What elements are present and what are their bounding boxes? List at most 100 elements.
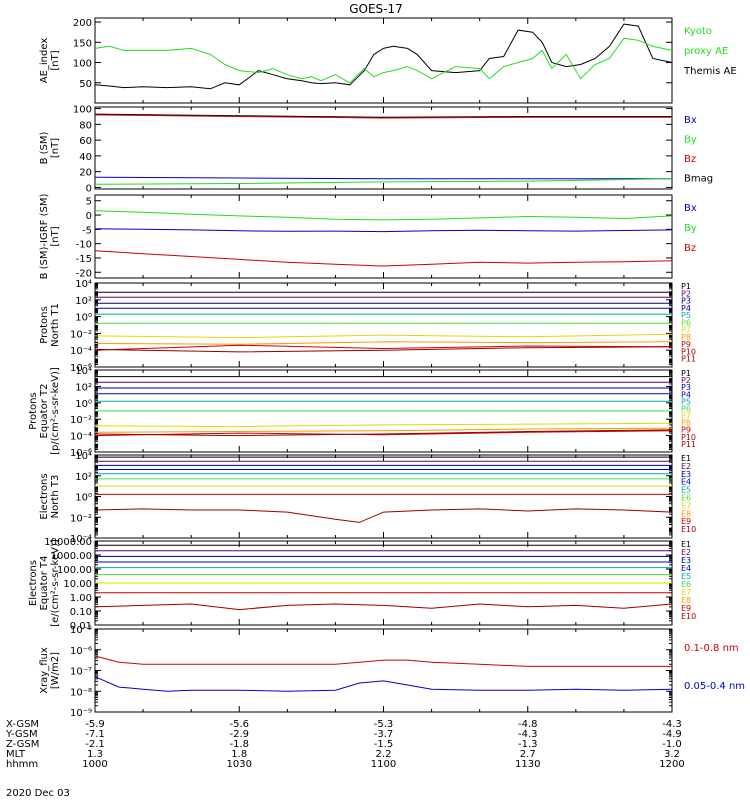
x-row-value: -4.9 [662,729,682,740]
y-axis-label: Electrons [39,473,50,519]
series-0-1-0-8-nm [94,655,672,667]
y-tick-label: 60 [79,136,92,147]
legend-label: P3 [681,297,691,306]
time-axis-labels: X-GSM -5.9 -5.6 -5.3 -4.8 -4.3Y-GSM -7.1 -2.9 -3… [5,719,685,770]
legend-label: P4 [681,390,691,399]
y-tick-label: 10.00 [63,579,92,590]
panel-protons-t1: 10⁴ 10² 10⁰ 10⁻² 10⁻⁴ 10⁻⁶ Protons North T1 P1P2… [39,279,696,374]
legend-label: E6 [681,580,691,589]
x-row-label: Y-GSM [5,729,38,740]
legend-label: P9 [681,426,691,435]
y-tick-label: 5 [86,197,92,208]
y-tick-label: 1000.00 [51,551,92,562]
panel-frame [94,106,673,190]
legend-label: E2 [681,462,691,471]
series-bx [94,228,673,233]
series-p7 [94,333,673,339]
y-axis-label: [nT] [50,138,61,158]
panel-protons-t2: 10⁴ 10² 10⁰ 10⁻² 10⁻⁴ 10⁻⁶ Protons Equator T2 [p… [28,366,696,459]
legend-label: P1 [681,369,691,378]
legend-label: E10 [681,612,696,621]
legend-label: E5 [681,572,691,581]
legend-label: P10 [681,433,696,442]
legend-label: E9 [681,517,691,526]
y-axis-label: North T1 [50,303,61,347]
series-p9 [94,344,673,351]
x-row-value: 2.7 [520,749,536,760]
y-tick-label: 0.01 [70,621,92,632]
legend-label: E3 [681,556,691,565]
legend-label: Bmag [684,174,713,185]
y-tick-label: 10⁰ [75,399,92,410]
y-axis-label: AE_index [39,38,50,84]
series-e9 [94,508,673,523]
x-row-value: 1200 [659,759,684,770]
legend-label: P8 [681,333,691,342]
y-tick-label: 10⁻⁹ [70,708,92,719]
x-row-value: -1.0 [662,739,682,750]
panel-frame [94,282,673,368]
y-tick-label: 10⁴ [75,451,92,462]
series-kyoto-proxy-ae [94,37,673,84]
panel-b-sm: 0 20 40 60 80 100 B (SM) [nT] Bx By Bz Bmag [39,105,713,195]
legend-label: 0.05-0.4 nm [684,681,745,692]
legend-label: proxy AE [684,46,728,57]
y-tick-label: 10⁴ [75,279,92,290]
legend-label: E7 [681,501,691,510]
y-tick-label: 10⁻² [70,329,92,340]
legend-label: P6 [681,318,691,327]
y-tick-label: 100.00 [57,565,92,576]
x-row-value: -4.3 [662,719,682,730]
x-row-label: Z-GSM [6,739,39,750]
x-row-label: X-GSM [6,719,39,730]
y-axis-label: Protons [39,306,50,343]
series-bz [94,250,673,267]
y-axis-label: [nT] [50,226,61,246]
y-tick-label: 100 [73,59,92,70]
y-tick-label: 10⁻⁸ [70,687,92,698]
series-p10 [94,429,673,437]
x-row-value: -5.3 [374,719,394,730]
x-row-label: hhmm [6,759,38,770]
y-tick-label: 10⁻² [70,513,92,524]
legend-label: P10 [681,347,696,356]
legend-label: Themis AE [683,66,737,77]
x-row-value: 1100 [371,759,396,770]
y-axis-label: Electrons [28,560,39,606]
y-tick-label: 0.10 [70,607,92,618]
y-axis-label: [p/(cm²-s-sr-keV)] [50,367,61,455]
y-tick-label: 40 [79,152,92,163]
y-tick-label: 1.00 [70,593,92,604]
y-tick-label: 10⁻⁶ [70,448,92,459]
x-row-value: 1030 [227,759,252,770]
legend-label: P6 [681,404,691,413]
series-0-05-0-4-nm [94,676,673,692]
x-row-value: 1.3 [87,749,103,760]
y-tick-label: -10 [76,240,92,251]
legend-label: P5 [681,397,691,406]
series-themis-ae [94,23,673,90]
x-row-value: -2.9 [229,729,249,740]
y-tick-label: 200 [73,18,92,29]
y-tick-label: 100 [73,105,92,116]
x-row-value: -5.9 [85,719,105,730]
y-tick-label: 0 [86,183,92,194]
y-tick-label: 10² [75,296,92,307]
panel-electrons-t4: 10000.00 1000.00 100.00 10.00 1.00 0.10 0.01 El… [28,537,696,632]
x-row-value: -7.1 [85,729,105,740]
y-axis-label: [nT] [50,50,61,70]
x-row-value: 1130 [515,759,540,770]
y-axis-label: B (SM)-IGRF (SM) [39,194,50,280]
y-tick-label: 10⁻² [70,415,92,426]
y-tick-label: 50 [79,79,92,90]
legend-label: P11 [681,440,696,449]
series-bz [94,114,672,119]
x-row-value: -1.3 [518,739,538,750]
legend-label: E8 [681,596,691,605]
y-tick-label: -5 [82,225,92,236]
legend-label: E6 [681,494,691,503]
plot-title: GOES-17 [349,2,403,16]
legend-label: P8 [681,419,691,428]
legend-label: E3 [681,470,691,479]
